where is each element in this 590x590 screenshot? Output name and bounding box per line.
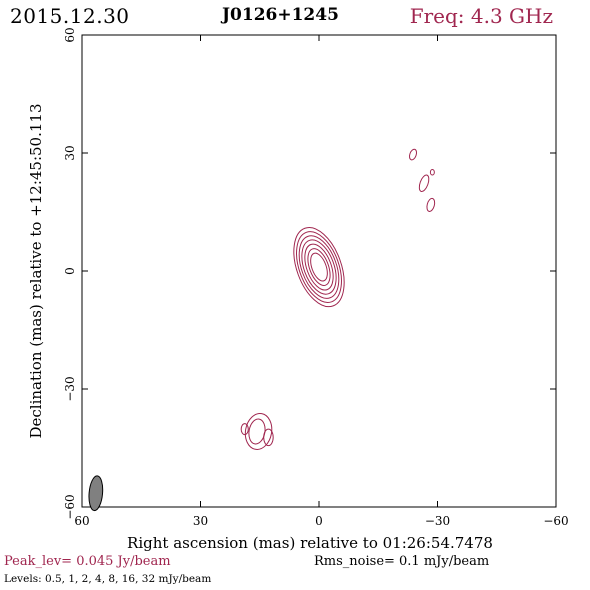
contour-group [240, 148, 436, 450]
x-tick-label: −60 [543, 514, 568, 528]
core-contour [296, 231, 342, 303]
x-tick-label: 60 [74, 514, 89, 528]
x-tick-label: −30 [425, 514, 450, 528]
knot-contour [429, 169, 435, 176]
knot-contour [426, 197, 436, 212]
x-tick-label: 0 [315, 514, 323, 528]
core-contour [310, 252, 328, 282]
core-contour [307, 248, 331, 286]
knot-contour [418, 174, 430, 193]
x-axis-title: Right ascension (mas) relative to 01:26:… [127, 534, 493, 552]
core-contour [298, 235, 340, 299]
peak-level: Peak_lev= 0.045 Jy/beam [4, 554, 171, 569]
beam-group [88, 475, 104, 512]
knot-contour [240, 423, 249, 436]
core-contour [304, 243, 334, 291]
knot-contour [408, 148, 418, 161]
y-tick-label: 0 [63, 267, 77, 275]
x-tick-label: 30 [193, 514, 208, 528]
y-tick-label: 30 [63, 145, 77, 160]
y-tick-label: 60 [63, 27, 77, 42]
contour-levels: Levels: 0.5, 1, 2, 4, 8, 16, 32 mJy/beam [4, 573, 212, 585]
core-contour [301, 239, 337, 295]
y-tick-label: −30 [63, 376, 77, 401]
beam-ellipse [88, 475, 104, 512]
y-axis-title: Declination (mas) relative to +12:45:50.… [27, 103, 45, 438]
knot-contour [244, 413, 273, 450]
axis-tick-labels: 60 30 0 −30 −60 −60 −30 0 30 60 [63, 27, 569, 528]
frequency-label: Freq: 4.3 GHz [409, 4, 553, 28]
knot-contour [263, 428, 274, 447]
axis-ticks [81, 34, 557, 508]
observation-date: 2015.12.30 [10, 4, 130, 28]
plot-frame [81, 34, 557, 508]
y-tick-label: −60 [63, 494, 77, 519]
core-contour [293, 227, 345, 308]
source-name: J0126+1245 [222, 5, 339, 25]
rms-noise: Rms_noise= 0.1 mJy/beam [314, 554, 490, 569]
